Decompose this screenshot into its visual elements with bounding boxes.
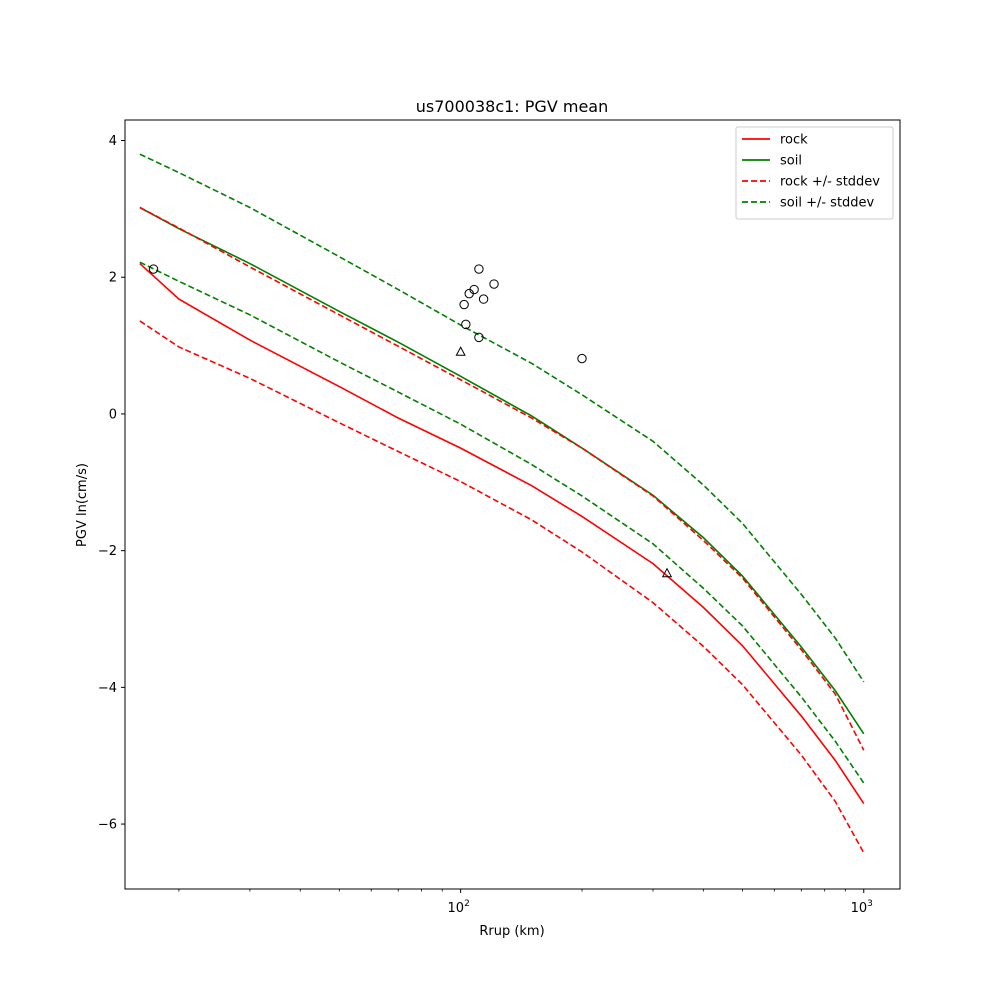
x-tick-label-0: 102: [448, 899, 470, 916]
legend-box: [735, 126, 894, 220]
series-line-4: [139, 153, 865, 683]
x-tick-label-1: 103: [851, 899, 873, 916]
series-line-0: [139, 262, 865, 805]
observation-triangle-0: [455, 346, 466, 356]
observation-circle-5: [478, 294, 489, 304]
y-tick-label-4: −4: [98, 681, 117, 696]
y-tick-label-1: 2: [109, 271, 117, 286]
series-line-5: [139, 261, 865, 784]
observation-circle-4: [464, 288, 474, 299]
observation-circle-7: [461, 319, 471, 330]
y-axis-label: PGV ln(cm/s): [75, 463, 90, 547]
observation-triangle-1: [661, 567, 673, 578]
observation-circle-8: [474, 332, 484, 343]
legend-label-1: soil: [780, 154, 802, 169]
plot-frame: [124, 119, 901, 890]
legend-label-3: soil +/- stddev: [780, 196, 875, 211]
chart-title: us700038c1: PGV mean: [416, 97, 608, 116]
observation-circle-2: [489, 279, 499, 289]
legend-label-2: rock +/- stddev: [780, 175, 880, 190]
y-tick-label-2: 0: [109, 407, 117, 422]
y-tick-label-5: −6: [98, 818, 117, 833]
y-tick-label-3: −2: [98, 544, 117, 559]
series-line-1: [139, 206, 865, 735]
y-tick-label-0: 4: [109, 134, 117, 149]
series-line-2: [139, 206, 865, 751]
series-line-3: [139, 320, 865, 854]
legend: rock soil rock +/- stddev soil +/- stddev: [735, 126, 894, 220]
observation-circle-1: [474, 264, 484, 274]
legend-label-0: rock: [780, 133, 808, 148]
observation-circle-0: [148, 264, 159, 274]
observation-circle-9: [577, 353, 587, 364]
x-axis-label: Rrup (km): [479, 924, 544, 939]
observation-circle-6: [459, 299, 469, 310]
